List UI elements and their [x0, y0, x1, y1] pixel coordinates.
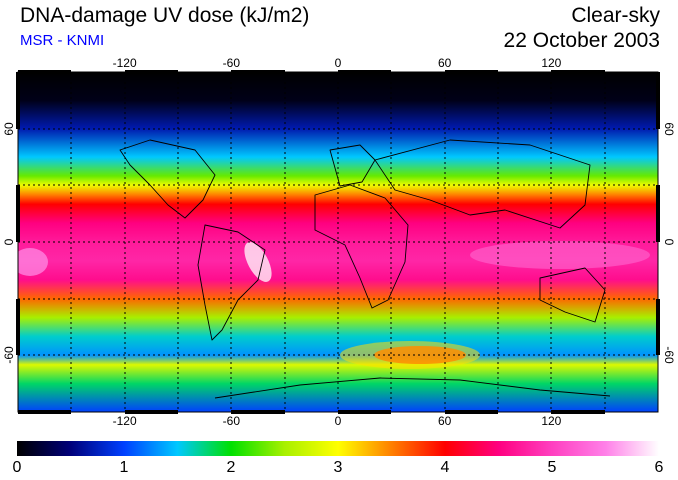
- colorbar-tick-label: 4: [440, 459, 450, 476]
- hotspot-indonesia: [470, 241, 650, 269]
- lon-tick-label: 60: [437, 414, 452, 428]
- colorbar-tick-label: 0: [12, 459, 22, 476]
- map-frame: [17, 71, 659, 413]
- map-title: DNA-damage UV dose (kJ/m2): [20, 4, 310, 27]
- lat-tick-label: -60: [2, 346, 16, 364]
- lat-tick-label: -60: [662, 346, 676, 364]
- lon-tick-label: 120: [541, 56, 562, 70]
- date-label: 22 October 2003: [503, 29, 660, 52]
- sky-condition-label: Clear-sky: [571, 4, 660, 27]
- colorbar-fill: [17, 441, 659, 456]
- lon-tick-label: 120: [541, 414, 562, 428]
- coastlines: [119, 139, 611, 399]
- hotspot-andes: [244, 242, 272, 282]
- hotspot-pacific-west: [18, 248, 48, 276]
- south-america-coast: [197, 224, 266, 341]
- colorbar-tick-label: 5: [547, 459, 557, 476]
- lon-tick-label: 0: [334, 414, 342, 428]
- lat-tick-label: 0: [2, 238, 16, 246]
- europe-coast: [329, 144, 376, 187]
- lon-tick-label: -60: [222, 56, 240, 70]
- africa-coast: [314, 184, 409, 309]
- lon-tick-label: 0: [334, 56, 342, 70]
- colorbar-tick-label: 6: [654, 459, 664, 476]
- colorbar-tick-label: 3: [333, 459, 343, 476]
- north-america-coast: [119, 139, 216, 219]
- asia-coast: [374, 139, 591, 229]
- colorbar: [17, 441, 659, 456]
- lat-tick-label: 0: [662, 238, 676, 246]
- lon-tick-label: -120: [112, 414, 137, 428]
- graticule: [18, 72, 658, 412]
- lat-tick-label: 60: [2, 121, 16, 136]
- antarctica-coast: [214, 377, 611, 399]
- source-label: MSR - KNMI: [20, 32, 105, 49]
- colorbar-tick-label: 1: [119, 459, 129, 476]
- lon-tick-label: -120: [112, 56, 137, 70]
- lat-tick-label: 60: [662, 121, 676, 136]
- lon-tick-label: -60: [222, 414, 240, 428]
- australia-coast: [539, 267, 606, 323]
- colorbar-tick-label: 2: [226, 459, 236, 476]
- lon-tick-label: 60: [437, 56, 452, 70]
